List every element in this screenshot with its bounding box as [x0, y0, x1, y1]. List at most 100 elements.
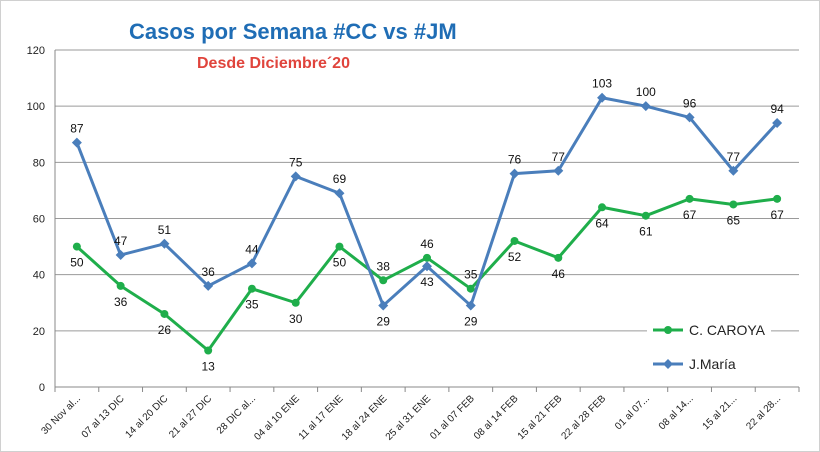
data-label-jmaria: 100 [636, 85, 656, 99]
data-point-caroya [423, 253, 431, 262]
data-point-jmaria [334, 188, 345, 199]
data-label-caroya: 50 [333, 256, 347, 270]
data-label-caroya: 64 [595, 216, 609, 230]
x-tick-label: 15 al 21... [701, 393, 740, 432]
data-label-jmaria: 51 [158, 223, 172, 237]
legend-label-caroya: C. CAROYA [689, 322, 765, 338]
data-label-jmaria: 43 [420, 275, 434, 289]
data-point-jmaria [728, 165, 739, 176]
legend-item-caroya: C. CAROYA [653, 313, 765, 347]
x-tick-label: 14 al 20 DIC [123, 393, 170, 440]
data-point-caroya [598, 203, 607, 212]
data-point-jmaria [203, 280, 214, 291]
data-label-caroya: 61 [639, 225, 653, 239]
data-label-jmaria: 47 [114, 234, 128, 248]
data-point-caroya [291, 298, 300, 307]
data-label-caroya: 46 [552, 267, 566, 281]
legend-swatch-jmaria [653, 359, 683, 369]
data-point-jmaria [159, 238, 170, 249]
data-label-jmaria: 87 [70, 122, 84, 136]
chart-subtitle: Desde Diciembre´20 [197, 55, 350, 72]
grid-layer [55, 49, 799, 388]
data-point-caroya [335, 242, 344, 251]
data-point-caroya [379, 276, 388, 285]
y-tick-label: 20 [33, 326, 45, 338]
data-label-caroya: 36 [114, 295, 128, 309]
y-tick-label: 120 [27, 45, 45, 57]
data-point-caroya [510, 236, 519, 245]
data-point-caroya [160, 309, 169, 318]
data-point-jmaria [246, 258, 257, 269]
data-label-caroya: 65 [727, 213, 741, 227]
data-point-caroya [554, 253, 563, 262]
legend-label-jmaria: J.María [689, 356, 736, 372]
data-label-jmaria: 29 [464, 315, 478, 329]
data-point-caroya [204, 346, 213, 355]
data-point-jmaria [684, 112, 695, 123]
x-tick-label: 30 Nov al... [39, 393, 83, 437]
data-label-jmaria: 103 [592, 77, 612, 91]
series-layer [71, 92, 783, 355]
data-point-jmaria [422, 261, 432, 272]
data-label-caroya: 35 [245, 298, 259, 312]
data-point-caroya [116, 281, 125, 290]
legend-swatch-caroya [653, 326, 683, 334]
data-point-caroya [641, 211, 650, 220]
data-label-jmaria: 77 [552, 150, 566, 164]
legend: C. CAROYA J.María [647, 309, 771, 385]
data-point-jmaria [378, 300, 389, 311]
data-label-caroya: 50 [70, 256, 84, 270]
data-label-caroya: 67 [770, 208, 784, 222]
data-label-jmaria: 29 [377, 315, 391, 329]
data-label-caroya: 26 [158, 323, 172, 337]
y-tick-label: 60 [33, 214, 45, 226]
data-label-caroya: 38 [377, 259, 391, 273]
data-point-jmaria [115, 250, 126, 261]
data-point-jmaria [640, 101, 651, 112]
y-tick-label: 80 [33, 157, 45, 169]
data-point-jmaria [71, 137, 82, 148]
x-tick-label: 01 al 07 FEB [428, 393, 477, 442]
x-tick-label: 07 al 13 DIC [80, 393, 127, 440]
data-point-caroya [729, 200, 738, 209]
data-label-jmaria: 44 [245, 242, 259, 256]
x-tick-label: 22 al 28 FEB [560, 393, 609, 442]
x-tick-label: 11 al 17 ENE [297, 393, 346, 442]
y-tick-label: 40 [33, 270, 45, 282]
data-label-caroya: 30 [289, 312, 303, 326]
x-tick-label: 25 al 31 ENE [384, 393, 434, 443]
data-label-jmaria: 76 [508, 153, 522, 167]
data-label-caroya: 67 [683, 208, 697, 222]
data-point-caroya [773, 194, 782, 203]
data-point-jmaria [509, 168, 520, 179]
x-tick-label: 22 al 28... [744, 393, 783, 432]
data-label-caroya: 46 [420, 237, 434, 251]
chart-title: Casos por Semana #CC vs #JM [123, 19, 463, 45]
y-tick-label: 100 [27, 101, 45, 113]
data-point-caroya [466, 284, 475, 293]
data-point-jmaria [553, 165, 564, 176]
data-label-caroya: 52 [508, 250, 522, 264]
legend-item-jmaria: J.María [653, 347, 765, 381]
data-label-caroya: 35 [464, 268, 478, 282]
data-point-jmaria [465, 300, 476, 311]
data-label-jmaria: 96 [683, 96, 697, 110]
data-point-jmaria [597, 92, 608, 103]
data-point-jmaria [772, 118, 783, 129]
x-tick-label: 15 al 21 FEB [516, 393, 565, 442]
x-tick-label: 08 al 14... [657, 393, 696, 432]
x-tick-label: 18 al 24 ENE [340, 393, 390, 443]
data-label-jmaria: 77 [727, 150, 741, 164]
data-label-jmaria: 94 [770, 102, 784, 116]
x-tick-label: 04 al 10 ENE [252, 393, 302, 443]
label-layer: 50 36 26 13 35 30 50 38 46 35 52 46 64 61 67 65 67 87 47 51… [70, 77, 784, 374]
data-point-caroya [685, 194, 694, 203]
data-label-jmaria: 69 [333, 172, 347, 186]
y-tick-label: 0 [39, 382, 45, 394]
data-label-jmaria: 75 [289, 155, 303, 169]
data-point-jmaria [290, 171, 301, 182]
x-tick-label: 08 al 14 FEB [472, 393, 521, 442]
x-tick-label: 21 al 27 DIC [167, 393, 214, 440]
